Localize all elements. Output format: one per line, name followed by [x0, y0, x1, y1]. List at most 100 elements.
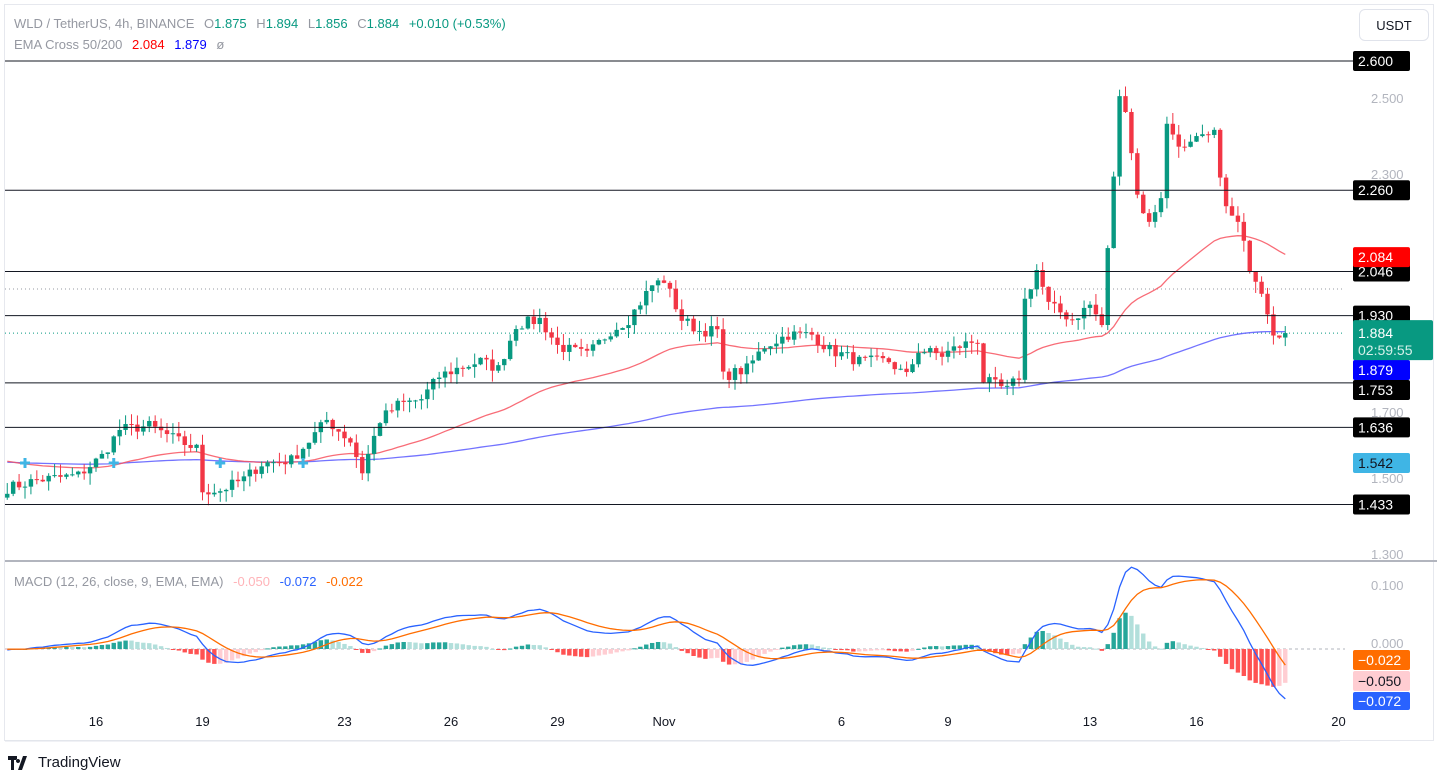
macd-histogram-bar	[679, 649, 684, 651]
price-tick-label: 1.300	[1371, 547, 1404, 562]
macd-histogram-bar	[720, 649, 726, 662]
candle-body	[655, 280, 661, 286]
candle-body	[336, 429, 341, 432]
candle-body	[135, 424, 140, 432]
macd-histogram-bar	[1164, 642, 1170, 649]
candle-body	[638, 305, 643, 310]
candle-body	[1265, 293, 1270, 315]
candle-body	[697, 330, 702, 332]
candle-body	[904, 368, 909, 373]
macd-histogram-bar	[1135, 624, 1140, 649]
candle-body	[726, 371, 732, 380]
macd-histogram-bar	[744, 649, 750, 662]
candle-body	[1241, 221, 1247, 241]
candle-body	[502, 359, 507, 366]
candle-body	[821, 344, 826, 350]
level-1-636-tag	[1353, 417, 1410, 438]
macd-histogram-bar	[87, 646, 93, 649]
candle-body	[330, 419, 335, 430]
macd-histogram-bar	[490, 648, 495, 650]
candle-body	[1040, 270, 1045, 287]
candle-body	[247, 469, 253, 477]
macd-histogram-bar	[673, 647, 679, 649]
macd-histogram-bar	[839, 649, 844, 651]
macd-histogram-bar	[105, 644, 111, 649]
macd-histogram-bar	[709, 649, 714, 659]
candle-body	[703, 330, 708, 337]
candle-body	[253, 469, 258, 474]
macd-histogram-bar	[448, 643, 454, 649]
symbol-title[interactable]: WLD / TetherUS, 4h, BINANCE	[14, 16, 195, 31]
macd-histogram-bar	[182, 649, 187, 653]
candle-body	[259, 466, 264, 474]
macd-histogram-bar	[1283, 649, 1288, 683]
candle-body	[1117, 96, 1122, 177]
macd-value-tag-text: −0.072	[1358, 693, 1401, 709]
macd-histogram-bar	[584, 649, 590, 658]
candle-body	[969, 341, 974, 343]
macd-histogram-bar	[330, 640, 335, 649]
macd-label[interactable]: MACD (12, 26, close, 9, EMA, EMA)	[14, 574, 224, 589]
candle-body	[1223, 177, 1229, 207]
candle-body	[10, 481, 16, 494]
level-1-753-tag	[1353, 380, 1410, 400]
ema-label[interactable]: EMA Cross 50/200	[14, 37, 123, 52]
macd-histogram-bar	[620, 649, 625, 652]
candle-body	[141, 426, 146, 432]
macd-histogram-bar	[1093, 648, 1099, 650]
candle-body	[928, 348, 933, 353]
macd-histogram-bar	[898, 649, 903, 652]
tradingview-logo[interactable]: TradingView	[8, 754, 121, 771]
candle-body	[874, 355, 880, 357]
footer-brand: TradingView	[38, 754, 121, 771]
macd-histogram-bar	[1253, 649, 1258, 683]
macd-histogram-bar	[756, 649, 761, 657]
candle-body	[673, 288, 679, 310]
candle-body	[229, 479, 235, 490]
macd-histogram-bar	[401, 642, 406, 649]
candle-body	[93, 458, 99, 468]
currency-button[interactable]: USDT	[1359, 9, 1429, 41]
candle-body	[738, 368, 744, 375]
macd-histogram-bar	[454, 643, 460, 649]
macd-histogram-bar	[703, 649, 708, 659]
level-1-753-tag-text: 1.753	[1358, 382, 1393, 398]
macd-histogram-bar	[596, 649, 602, 656]
candle-body	[945, 350, 951, 357]
candle-body	[525, 316, 531, 329]
macd-histogram-bar	[886, 649, 892, 651]
candle-body	[519, 328, 525, 330]
candle-body	[555, 337, 560, 345]
candle-body	[360, 457, 365, 474]
macd-histogram-bar	[431, 642, 436, 649]
price-tick-label: 2.300	[1371, 167, 1404, 182]
candle-body	[845, 352, 850, 354]
macd-histogram-bar	[395, 642, 400, 649]
time-tick-label: 16	[89, 714, 103, 729]
macd-histogram-bar	[531, 644, 537, 649]
candle-body	[1164, 123, 1170, 199]
macd-histogram-bar	[993, 649, 998, 654]
candle-body	[87, 467, 93, 474]
candle-body	[81, 471, 87, 474]
macd-histogram-bar	[176, 649, 182, 651]
candle-body	[513, 329, 519, 341]
macd-histogram-bar	[389, 644, 395, 649]
macd-histogram-bar	[1111, 632, 1116, 649]
macd-histogram-bar	[206, 649, 211, 663]
macd-histogram-bar	[1058, 638, 1063, 649]
macd-histogram-bar	[265, 648, 270, 650]
macd-histogram-bar	[780, 647, 785, 649]
candle-body	[957, 346, 963, 348]
macd-histogram-bar	[253, 649, 258, 653]
macd-histogram-bar	[152, 644, 158, 649]
candle-body	[194, 444, 199, 448]
macd-histogram-bar	[1170, 641, 1176, 649]
candle-body	[803, 332, 809, 334]
macd-histogram-bar	[1241, 649, 1247, 677]
macd-histogram-bar	[549, 649, 554, 650]
tradingview-logo-icon	[8, 755, 27, 770]
macd-histogram-bar	[478, 646, 483, 649]
ema200-price-tag	[1353, 360, 1410, 380]
